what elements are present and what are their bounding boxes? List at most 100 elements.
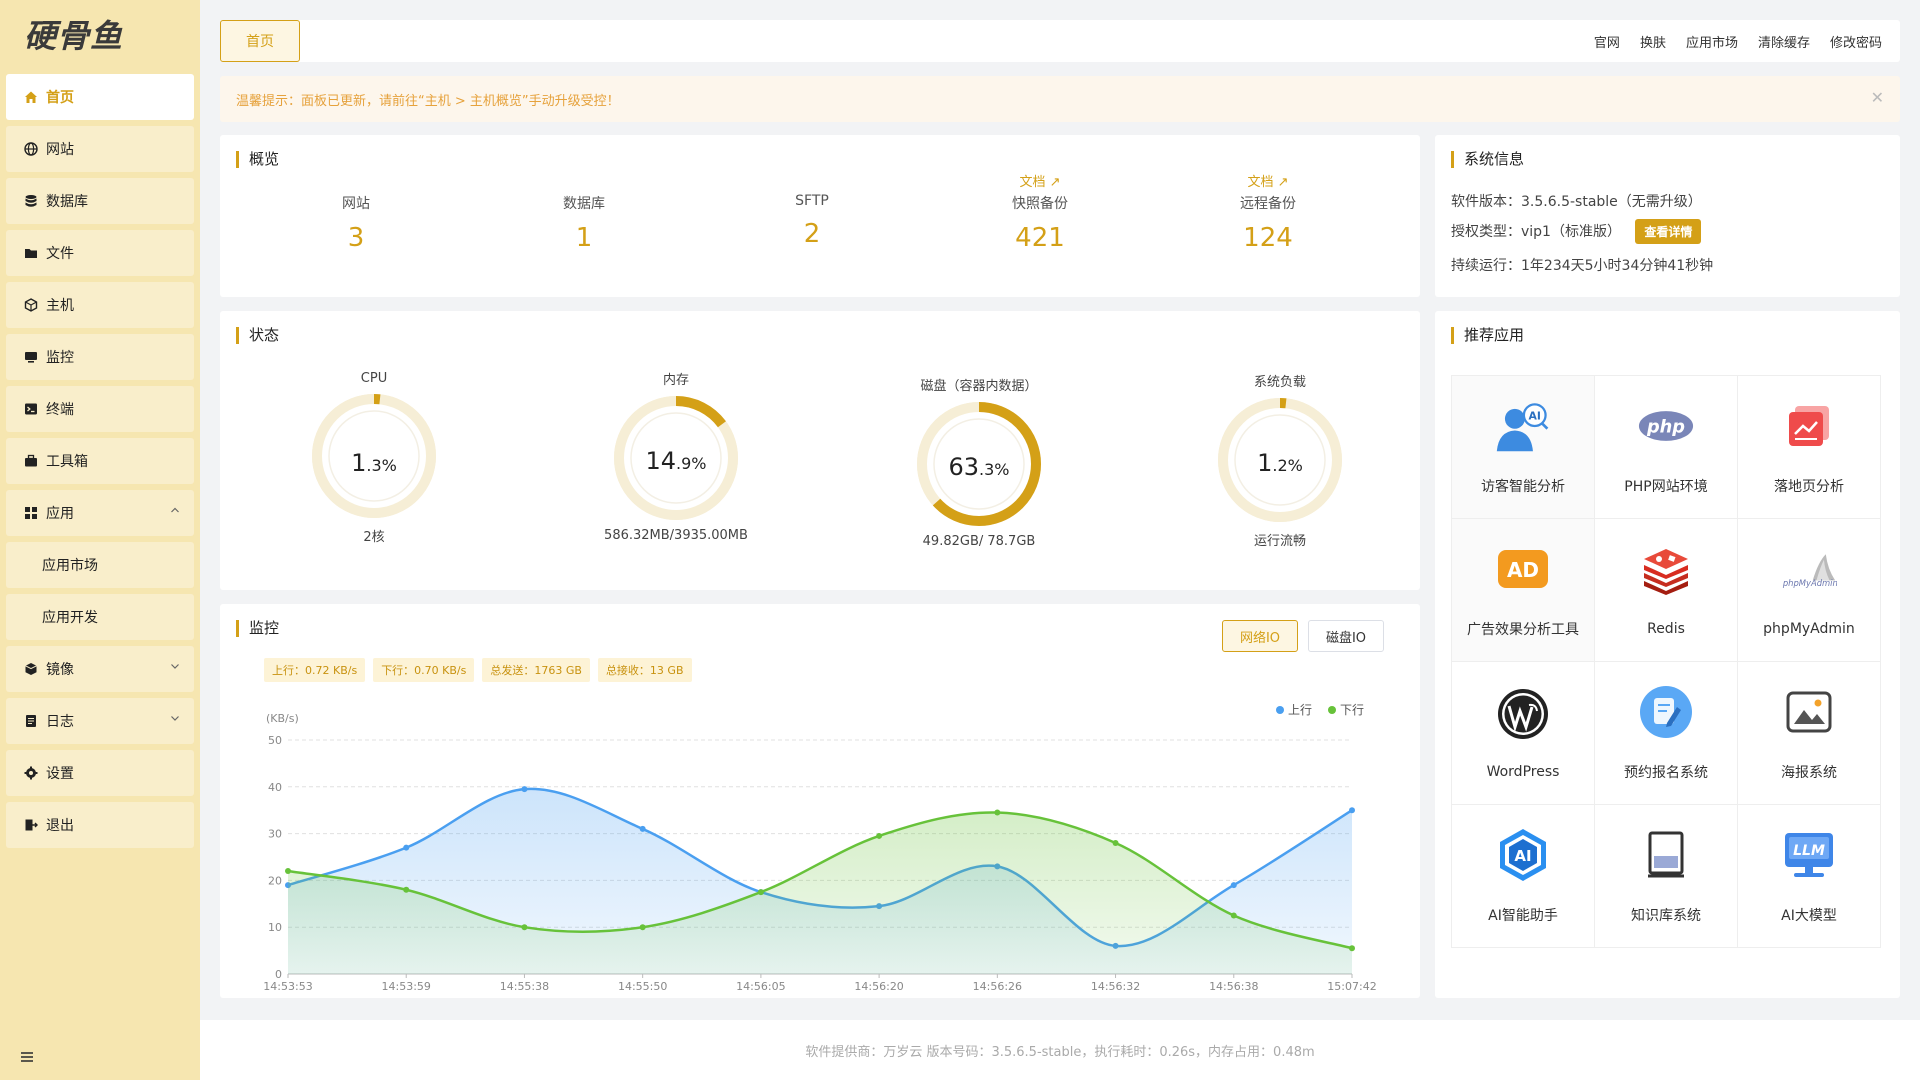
y-tick-label: 50 xyxy=(268,734,282,747)
overview-item-sftp[interactable]: SFTP 2 xyxy=(712,171,912,249)
app-knowledge-base[interactable]: 知识库系统 xyxy=(1595,805,1738,948)
app-label: WordPress xyxy=(1486,764,1560,780)
external-link-icon: ↗ xyxy=(1049,175,1061,190)
app-visitor-ai[interactable]: AI 访客智能分析 xyxy=(1452,376,1595,519)
app-ai-assistant[interactable]: AI AI智能助手 xyxy=(1452,805,1595,948)
sidebar-item-files[interactable]: 文件 xyxy=(6,230,194,276)
sidebar-item-toolbox[interactable]: 工具箱 xyxy=(6,438,194,484)
poster-icon xyxy=(1781,684,1837,740)
app-redis[interactable]: Redis xyxy=(1595,519,1738,662)
php-icon: php xyxy=(1638,398,1694,454)
gauge-value: 14.9% xyxy=(645,447,707,475)
monitor-icon xyxy=(22,350,40,364)
x-tick-label: 14:56:05 xyxy=(736,980,785,993)
tab-network-io[interactable]: 网络IO xyxy=(1222,620,1298,652)
data-point xyxy=(1230,882,1237,889)
gauge-value: 63.3% xyxy=(948,453,1010,481)
app-landing-analysis[interactable]: 落地页分析 xyxy=(1738,376,1881,519)
tab-home[interactable]: 首页 xyxy=(220,20,300,62)
gauge-inner-ring xyxy=(1234,414,1326,506)
grid-icon xyxy=(22,506,40,520)
gauge-subtext: 586.32MB/3935.00MB xyxy=(604,528,748,543)
x-tick-label: 15:07:42 xyxy=(1327,980,1376,993)
series-area-0 xyxy=(288,788,1352,974)
cube-icon xyxy=(22,298,40,312)
sidebar-item-home[interactable]: 首页 xyxy=(6,74,194,120)
sidebar-item-label: 主机 xyxy=(46,298,74,314)
svg-text:AI: AI xyxy=(1514,847,1531,865)
sidebar-item-website[interactable]: 网站 xyxy=(6,126,194,172)
doc-link[interactable]: 文档 ↗ xyxy=(940,171,1140,190)
sidebar-item-app-market[interactable]: 应用市场 xyxy=(6,542,194,588)
logo[interactable]: 硬骨鱼 xyxy=(0,0,200,68)
sidebar-item-label: 镜像 xyxy=(46,662,74,678)
app-label: AI大模型 xyxy=(1781,908,1837,924)
svg-text:AI: AI xyxy=(1529,410,1541,423)
notice-banner: 温馨提示：面板已更新，请前往“主机 > 主机概览”手动升级受控！ ✕ xyxy=(220,76,1900,122)
app-label: AI智能助手 xyxy=(1488,908,1558,924)
menu-collapse-icon[interactable] xyxy=(20,1047,34,1068)
link-change-password[interactable]: 修改密码 xyxy=(1829,36,1882,51)
data-point xyxy=(994,809,1001,816)
gauge-inner-ring xyxy=(630,412,722,504)
doc-link[interactable]: 文档 ↗ xyxy=(1168,171,1368,190)
overview-label: 网站 xyxy=(342,196,370,212)
data-point xyxy=(757,889,764,896)
svg-text:LLM: LLM xyxy=(1793,843,1825,859)
sidebar-item-apps[interactable]: 应用 xyxy=(6,490,194,536)
gauge-ring xyxy=(1218,398,1342,522)
sidebar-item-terminal[interactable]: 终端 xyxy=(6,386,194,432)
gauge-title: 内存 xyxy=(662,373,689,388)
sidebar-item-label: 数据库 xyxy=(46,194,88,210)
view-details-button[interactable]: 查看详情 xyxy=(1635,219,1702,244)
sidebar-item-monitor[interactable]: 监控 xyxy=(6,334,194,380)
system-info-card: 系统信息 软件版本：3.5.6.5-stable（无需升级） 授权类型：vip1… xyxy=(1435,135,1900,297)
sidebar-item-host[interactable]: 主机 xyxy=(6,282,194,328)
link-change-skin[interactable]: 换肤 xyxy=(1639,36,1666,51)
x-tick-label: 14:56:38 xyxy=(1209,980,1258,993)
stat-total-sent: 总发送：1763 GB xyxy=(482,658,590,682)
sidebar-item-database[interactable]: 数据库 xyxy=(6,178,194,224)
data-point xyxy=(403,886,410,893)
stat-download: 下行：0.70 KB/s xyxy=(373,658,475,682)
close-icon[interactable]: ✕ xyxy=(1870,88,1884,107)
gauge-fill-arc xyxy=(614,396,738,520)
app-booking[interactable]: 预约报名系统 xyxy=(1595,662,1738,805)
data-point xyxy=(521,924,528,931)
y-tick-label: 30 xyxy=(268,828,282,841)
app-wordpress[interactable]: WordPress xyxy=(1452,662,1595,805)
sidebar-item-settings[interactable]: 设置 xyxy=(6,750,194,796)
gauge-load: 系统负载 1.2% 运行流畅 xyxy=(1180,371,1380,549)
gauge-fill-arc xyxy=(1218,398,1342,522)
license-text: 授权类型：vip1（标准版） xyxy=(1451,224,1621,240)
app-phpmyadmin[interactable]: phpMyAdmin phpMyAdmin xyxy=(1738,519,1881,662)
log-icon xyxy=(22,714,40,728)
overview-item-remote-backup[interactable]: 文档 ↗ 远程备份 124 xyxy=(1168,171,1368,253)
database-icon xyxy=(22,194,40,208)
app-poster[interactable]: 海报系统 xyxy=(1738,662,1881,805)
sidebar-item-logout[interactable]: 退出 xyxy=(6,802,194,848)
recommended-apps-card: 推荐应用 AI 访客智能分析 php PHP网站环境 落地页分析 AD 广告效果… xyxy=(1435,311,1900,998)
tab-disk-io[interactable]: 磁盘IO xyxy=(1308,620,1384,652)
gauge-memory: 内存 14.9% 586.32MB/3935.00MB xyxy=(576,369,776,543)
sidebar-item-label: 终端 xyxy=(46,402,74,418)
overview-item-snapshot[interactable]: 文档 ↗ 快照备份 421 xyxy=(940,171,1140,253)
chevron-down-icon xyxy=(170,712,180,726)
overview-item-website[interactable]: 网站 3 xyxy=(256,171,456,253)
link-official-site[interactable]: 官网 xyxy=(1593,36,1620,51)
y-axis-label: (KB/s) xyxy=(266,712,299,725)
sidebar-item-images[interactable]: 镜像 xyxy=(6,646,194,692)
app-ad-analysis[interactable]: AD 广告效果分析工具 xyxy=(1452,519,1595,662)
sidebar-item-logs[interactable]: 日志 xyxy=(6,698,194,744)
link-clear-cache[interactable]: 清除缓存 xyxy=(1757,36,1810,51)
legend-label: 上行 xyxy=(1288,703,1312,717)
gauge-inner-ring xyxy=(933,418,1025,510)
overview-item-database[interactable]: 数据库 1 xyxy=(484,171,684,253)
data-point xyxy=(521,786,528,793)
gear-icon xyxy=(22,766,40,780)
link-app-market[interactable]: 应用市场 xyxy=(1685,36,1738,51)
app-php[interactable]: php PHP网站环境 xyxy=(1595,376,1738,519)
app-llm[interactable]: LLM AI大模型 xyxy=(1738,805,1881,948)
stat-upload: 上行：0.72 KB/s xyxy=(264,658,366,682)
sidebar-item-app-dev[interactable]: 应用开发 xyxy=(6,594,194,640)
